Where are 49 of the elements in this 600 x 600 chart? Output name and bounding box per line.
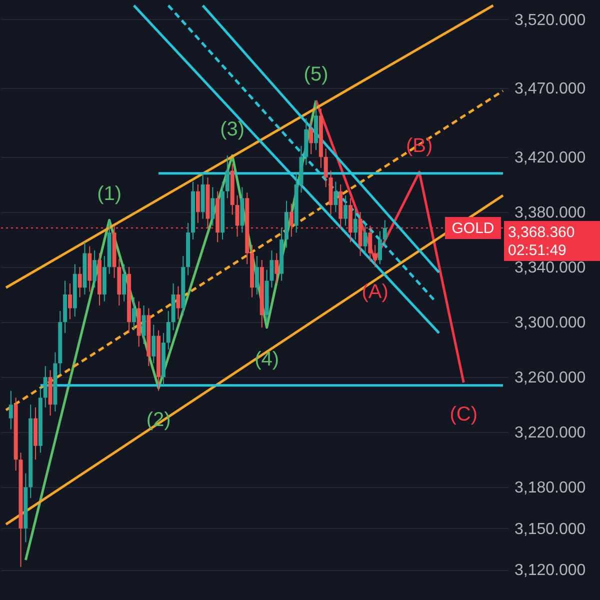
- candlestick: [210, 186, 215, 226]
- candlestick: [289, 203, 294, 238]
- y-tick-label: 3,470.000: [514, 80, 586, 98]
- ref-line-label: GOLD: [452, 220, 494, 237]
- candlestick: [225, 155, 230, 199]
- annotation: 02:51:49: [508, 242, 566, 259]
- candlestick: [235, 194, 240, 238]
- candlestick: [378, 230, 382, 265]
- y-tick-label: 3,520.000: [514, 12, 586, 29]
- candlestick: [142, 305, 146, 345]
- candlestick: [344, 194, 348, 226]
- candlestick: [78, 266, 82, 298]
- candlestick: [122, 264, 126, 302]
- annotation: 3,368.360: [508, 224, 575, 241]
- candlestick: [254, 255, 259, 295]
- y-tick-label: 3,300.000: [514, 314, 586, 332]
- candlestick: [43, 366, 48, 408]
- candlestick: [270, 250, 274, 288]
- candlestick: [176, 286, 180, 320]
- candlestick: [324, 148, 328, 188]
- candlestick: [309, 120, 314, 155]
- annotation: (1): [97, 183, 122, 206]
- y-tick-label: 3,340.000: [514, 259, 586, 276]
- annotation: (A): [362, 281, 388, 304]
- candlestick: [274, 252, 279, 284]
- candlestick: [334, 181, 338, 212]
- y-tick-label: 3,380.000: [514, 204, 586, 222]
- candlestick: [373, 244, 378, 268]
- annotation: (5): [304, 63, 328, 86]
- y-tick-label: 3,220.000: [514, 424, 586, 442]
- candlestick: [92, 250, 97, 288]
- y-tick-label: 3,120.000: [514, 562, 586, 580]
- annotation: (3): [220, 118, 245, 141]
- candlestick: [8, 390, 13, 430]
- candlestick: [368, 225, 372, 262]
- candlestick: [166, 310, 170, 350]
- y-tick-label: 3,150.000: [514, 520, 586, 538]
- candlestick: [382, 220, 387, 247]
- y-tick-label: 3,180.000: [514, 480, 586, 497]
- candlestick: [152, 324, 156, 364]
- annotation: (C): [450, 404, 478, 426]
- candlestick: [68, 282, 72, 320]
- candlestick: [363, 222, 368, 254]
- y-tick-label: 3,260.000: [514, 370, 586, 387]
- candlestick: [353, 208, 358, 240]
- annotation: (4): [254, 348, 280, 371]
- candlestick: [132, 296, 136, 331]
- candlestick: [196, 184, 200, 224]
- y-tick-label: 3,420.000: [514, 149, 586, 166]
